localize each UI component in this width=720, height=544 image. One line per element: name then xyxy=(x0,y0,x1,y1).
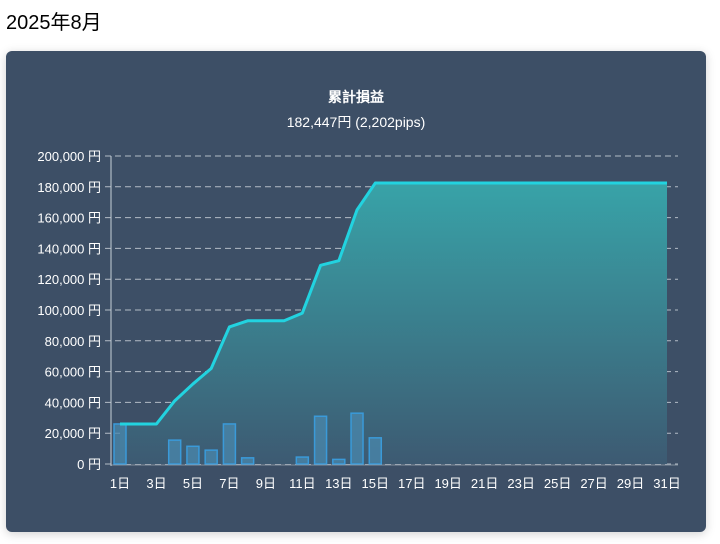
y-tick-label: 120,000 円 xyxy=(37,272,101,287)
x-tick-label: 25日 xyxy=(544,476,571,491)
daily-bar[interactable] xyxy=(313,415,328,465)
x-tick-label: 29日 xyxy=(617,476,644,491)
y-tick-label: 140,000 円 xyxy=(37,241,101,256)
x-tick-label: 17日 xyxy=(398,476,425,491)
x-axis-ticks: 1日 3日 5日 7日 9日 11日 13日 15日 17日 19日 21日 23日 25日 27日 29日… xyxy=(110,476,681,491)
daily-bars xyxy=(113,412,383,465)
x-tick-label: 7日 xyxy=(219,476,239,491)
daily-bar[interactable] xyxy=(204,449,218,465)
y-tick-label: 80,000 円 xyxy=(45,334,101,349)
y-tick-label: 60,000 円 xyxy=(45,365,101,380)
daily-bar[interactable] xyxy=(368,437,383,465)
chart-subtitle: 182,447円 (2,202pips) xyxy=(286,114,426,130)
daily-bar[interactable] xyxy=(350,412,364,465)
x-tick-label: 3日 xyxy=(146,476,166,491)
daily-bar[interactable] xyxy=(113,423,127,465)
daily-bar[interactable] xyxy=(222,423,237,465)
y-tick-label: 200,000 円 xyxy=(37,149,101,164)
y-tick-label: 20,000 円 xyxy=(45,426,101,441)
x-tick-label: 9日 xyxy=(256,476,276,491)
x-tick-label: 1日 xyxy=(110,476,130,491)
cumulative-area-fill xyxy=(120,183,667,464)
cumulative-line-path xyxy=(120,181,667,426)
x-tick-label: 21日 xyxy=(471,476,498,491)
x-tick-label: 15日 xyxy=(362,476,389,491)
y-tick-label: 180,000 円 xyxy=(37,180,101,195)
x-tick-label: 5日 xyxy=(183,476,203,491)
axes xyxy=(110,156,678,466)
x-tick-label: 11日 xyxy=(289,476,316,491)
chart-title: 累計損益 xyxy=(328,89,384,105)
daily-bar[interactable] xyxy=(295,456,310,465)
x-tick-label: 31日 xyxy=(653,476,680,491)
cumulative-pnl-chart[interactable]: 0 円 20,000 円 40,000 円 60,000 円 80,000 円 100,0… xyxy=(6,51,706,532)
y-tick-label: 100,000 円 xyxy=(37,303,101,318)
x-tick-label: 27日 xyxy=(580,476,607,491)
daily-bar[interactable] xyxy=(167,439,182,465)
cumulative-area xyxy=(120,183,667,464)
month-title: 2025年8月 xyxy=(6,12,102,34)
cumulative-pnl-card: 累計損益 182,447円 (2,202pips) 0 円 20,000 円 40,… xyxy=(6,51,706,532)
x-tick-label: 19日 xyxy=(434,476,461,491)
daily-bar[interactable] xyxy=(240,457,255,465)
cumulative-line xyxy=(120,181,667,426)
daily-bar[interactable] xyxy=(186,445,200,465)
daily-bar[interactable] xyxy=(332,458,346,465)
y-tick-label: 160,000 円 xyxy=(37,211,101,226)
x-tick-label: 13日 xyxy=(325,476,352,491)
y-axis-ticks: 0 円 20,000 円 40,000 円 60,000 円 80,000 円 100,0… xyxy=(37,149,101,472)
y-tick-label: 0 円 xyxy=(77,457,101,472)
x-tick-label: 23日 xyxy=(507,476,534,491)
y-tick-label: 40,000 円 xyxy=(45,395,101,410)
